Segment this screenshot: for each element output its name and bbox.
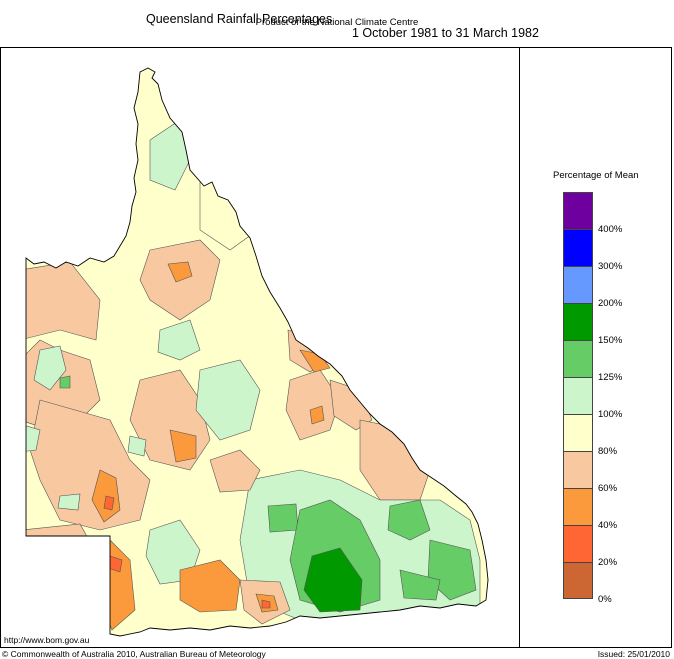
legend-swatch xyxy=(563,414,593,451)
map-subtitle: Product of the National Climate Centre xyxy=(255,17,419,28)
map-title: Queensland Rainfall Percentages 1 Octobe… xyxy=(0,0,674,40)
legend-swatch xyxy=(563,451,593,488)
legend-swatch xyxy=(563,340,593,377)
legend-label: 20% xyxy=(598,557,618,568)
copyright-text: © Commonwealth of Australia 2010, Austra… xyxy=(2,649,266,659)
queensland-rainfall-map xyxy=(25,67,489,637)
issued-date: Issued: 25/01/2010 xyxy=(597,649,670,659)
legend-swatches xyxy=(563,192,593,599)
legend-label: 100% xyxy=(598,409,623,420)
legend-swatch xyxy=(563,525,593,562)
legend-swatch xyxy=(563,562,593,599)
legend-label: 40% xyxy=(598,520,618,531)
legend-label: 400% xyxy=(598,224,623,235)
legend-swatch xyxy=(563,192,593,229)
legend-swatch xyxy=(563,266,593,303)
legend-label: 80% xyxy=(598,446,618,457)
legend-label: 300% xyxy=(598,261,623,272)
map-frame xyxy=(0,47,672,648)
legend-swatch xyxy=(563,377,593,414)
legend-swatch xyxy=(563,303,593,340)
title-period: 1 October 1981 to 31 March 1982 xyxy=(352,26,539,40)
frame-divider xyxy=(519,47,520,648)
legend-label: 150% xyxy=(598,335,623,346)
legend-title: Percentage of Mean xyxy=(553,170,639,181)
legend-label: 60% xyxy=(598,483,618,494)
legend-label: 200% xyxy=(598,298,623,309)
legend-swatch xyxy=(563,488,593,525)
legend-label: 0% xyxy=(598,594,612,605)
title-text: Queensland Rainfall Percentages xyxy=(146,12,333,26)
legend-swatch xyxy=(563,229,593,266)
source-url[interactable]: http://www.bom.gov.au xyxy=(4,635,90,645)
legend-label: 125% xyxy=(598,372,623,383)
